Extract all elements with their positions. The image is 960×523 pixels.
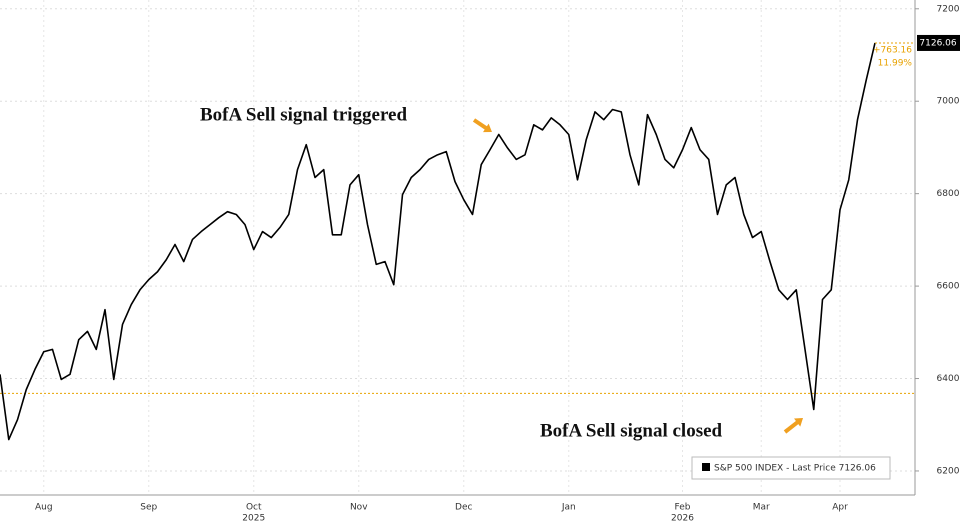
x-tick-label: Dec [455,503,472,513]
legend-swatch [702,463,710,471]
y-tick-label: 7200 [937,4,960,14]
x-tick-label: Jan [561,503,576,513]
change-value: +763.16 [873,45,912,55]
x-tick-label: Aug [35,503,53,513]
x-tick-label: Feb [675,503,691,513]
x-tick-label: Oct [246,503,262,513]
year-label: 2026 [671,514,694,523]
x-tick-label: Apr [832,503,848,513]
last-price-value: 7126.06 [919,38,956,48]
y-tick-label: 7000 [937,97,960,107]
annotation-arrowhead [794,418,803,427]
y-tick-label: 6400 [937,374,960,384]
annotation-arrow [783,420,799,434]
legend-box [691,456,891,480]
x-tick-label: Sep [140,503,157,513]
last-price-tag [917,34,960,51]
annotation-arrow [472,118,488,131]
x-tick-label: Mar [753,503,770,513]
annotation: BofA Sell signal triggered [200,104,407,125]
legend-entry: S&P 500 INDEX - Last Price 7126.06 [714,464,876,474]
x-tick-label: Nov [350,503,368,513]
y-tick-label: 6800 [937,189,960,199]
y-tick-label: 6600 [937,282,960,292]
y-tick-label: 6200 [937,466,960,476]
annotation: BofA Sell signal closed [540,420,723,441]
change-pct: 11.99% [878,58,913,68]
annotation-arrowhead [483,123,492,133]
price-line [0,42,876,441]
year-label: 2025 [242,514,265,523]
